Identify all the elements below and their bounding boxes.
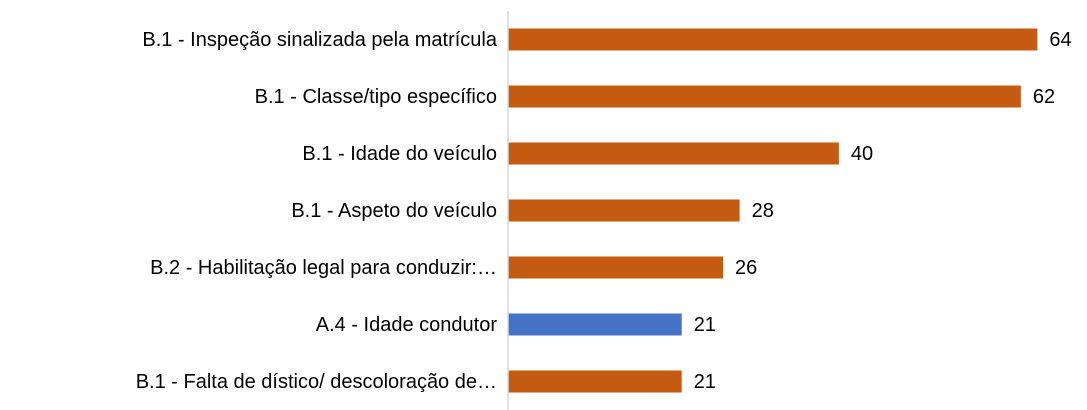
bar	[508, 199, 740, 222]
category-label: B.2 - Habilitação legal para conduzir:…	[150, 257, 497, 279]
category-label: A.4 - Idade condutor	[316, 314, 498, 336]
category-label: B.1 - Idade do veículo	[302, 143, 497, 165]
bar	[508, 256, 724, 279]
category-label: B.1 - Falta de dístico/ descoloração de…	[136, 371, 497, 393]
value-label: 21	[694, 371, 716, 393]
value-label: 21	[694, 314, 716, 336]
category-label: B.1 - Aspeto do veículo	[291, 200, 497, 222]
category-label: B.1 - Classe/tipo específico	[255, 86, 497, 108]
value-label: 40	[851, 143, 873, 165]
value-label: 62	[1033, 86, 1055, 108]
value-label: 28	[752, 200, 774, 222]
bar	[508, 85, 1021, 108]
bar	[508, 313, 682, 336]
bar	[508, 370, 682, 393]
value-label: 64	[1049, 29, 1071, 51]
bar	[508, 142, 839, 165]
bar	[508, 28, 1038, 51]
value-label: 26	[735, 257, 757, 279]
category-label: B.1 - Inspeção sinalizada pela matrícula	[142, 29, 498, 51]
